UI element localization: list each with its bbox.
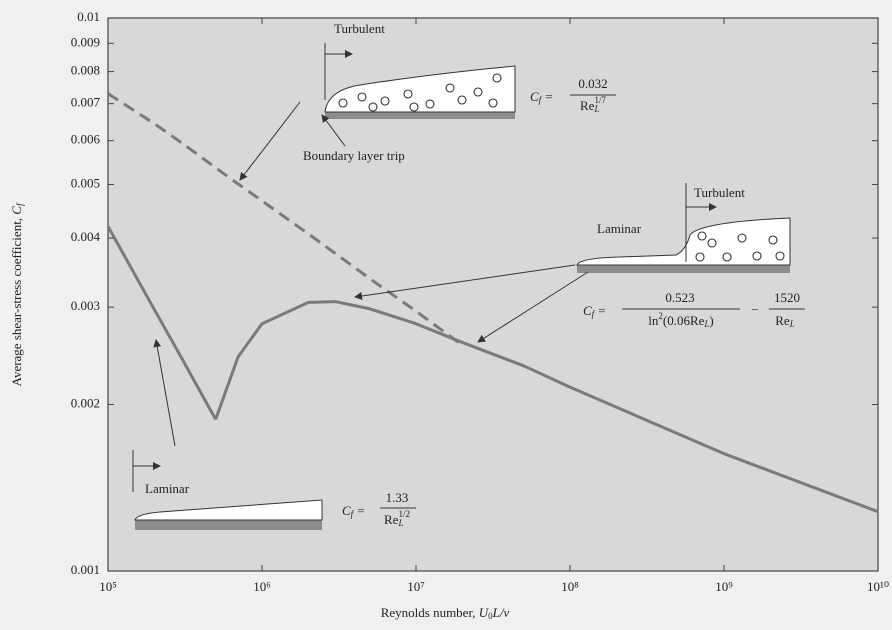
- line: [106, 225, 217, 421]
- formula-num: 0.523: [665, 290, 694, 305]
- annotation: Boundary layer trip: [303, 148, 405, 163]
- annotation: Laminar: [145, 481, 190, 496]
- y-tick-label: 0.008: [71, 63, 100, 78]
- marks: [106, 92, 879, 514]
- y-tick-label: 0.004: [71, 229, 101, 244]
- formula: Cf = 0.523 ln2(0.06ReL) − 1520 ReL: [583, 290, 805, 329]
- formula-num: 1.33: [386, 490, 409, 505]
- x-tick-label: 10⁹: [715, 579, 733, 594]
- turbulent-diagram: [239, 43, 516, 181]
- y-tick-label: 0.009: [71, 34, 100, 49]
- y-tick-label: 0.001: [71, 562, 100, 577]
- x-tick-label: 10⁵: [99, 579, 117, 594]
- y-tick-label: 0.003: [71, 298, 100, 313]
- formula-num: 0.032: [578, 76, 607, 91]
- x-tick-label: 10⁷: [407, 579, 425, 594]
- x-tick-label: 10⁸: [561, 579, 579, 594]
- line: [214, 300, 879, 514]
- annotation: Laminar: [597, 221, 642, 236]
- formula-minus: −: [751, 302, 758, 317]
- formula-den: ReL1/7: [580, 95, 606, 114]
- formula: Cf = 0.032 ReL1/7: [530, 76, 616, 114]
- y-tick-label: 0.005: [71, 175, 100, 190]
- formula-den: ReL: [775, 313, 794, 329]
- x-tick-label: 10¹⁰: [867, 579, 889, 594]
- formula-den: ReL1/2: [384, 509, 410, 528]
- x-axis-label: Reynolds number, U0L/ν: [381, 605, 510, 621]
- y-tick-label: 0.002: [71, 396, 100, 411]
- x-tick-label: 10⁶: [253, 579, 271, 594]
- y-tick-label: 0.01: [77, 9, 100, 24]
- transition-diagram: [354, 183, 791, 343]
- annotation: Turbulent: [334, 21, 385, 36]
- formula-num: 1520: [774, 290, 800, 305]
- laminar-diagram: [132, 339, 323, 530]
- y-axis-label: Average shear-stress coefficient, Cf: [9, 202, 25, 386]
- formula-lhs: Cf =: [530, 89, 553, 105]
- formula-lhs: Cf =: [342, 503, 365, 519]
- dashed-line: [107, 92, 464, 347]
- formula-lhs: Cf =: [583, 303, 606, 319]
- annotation: Turbulent: [694, 185, 745, 200]
- y-tick-label: 0.006: [71, 132, 101, 147]
- formula-den: ln2(0.06ReL): [648, 311, 714, 329]
- y-tick-label: 0.007: [71, 95, 101, 110]
- formula: Cf = 1.33 ReL1/2: [342, 490, 416, 528]
